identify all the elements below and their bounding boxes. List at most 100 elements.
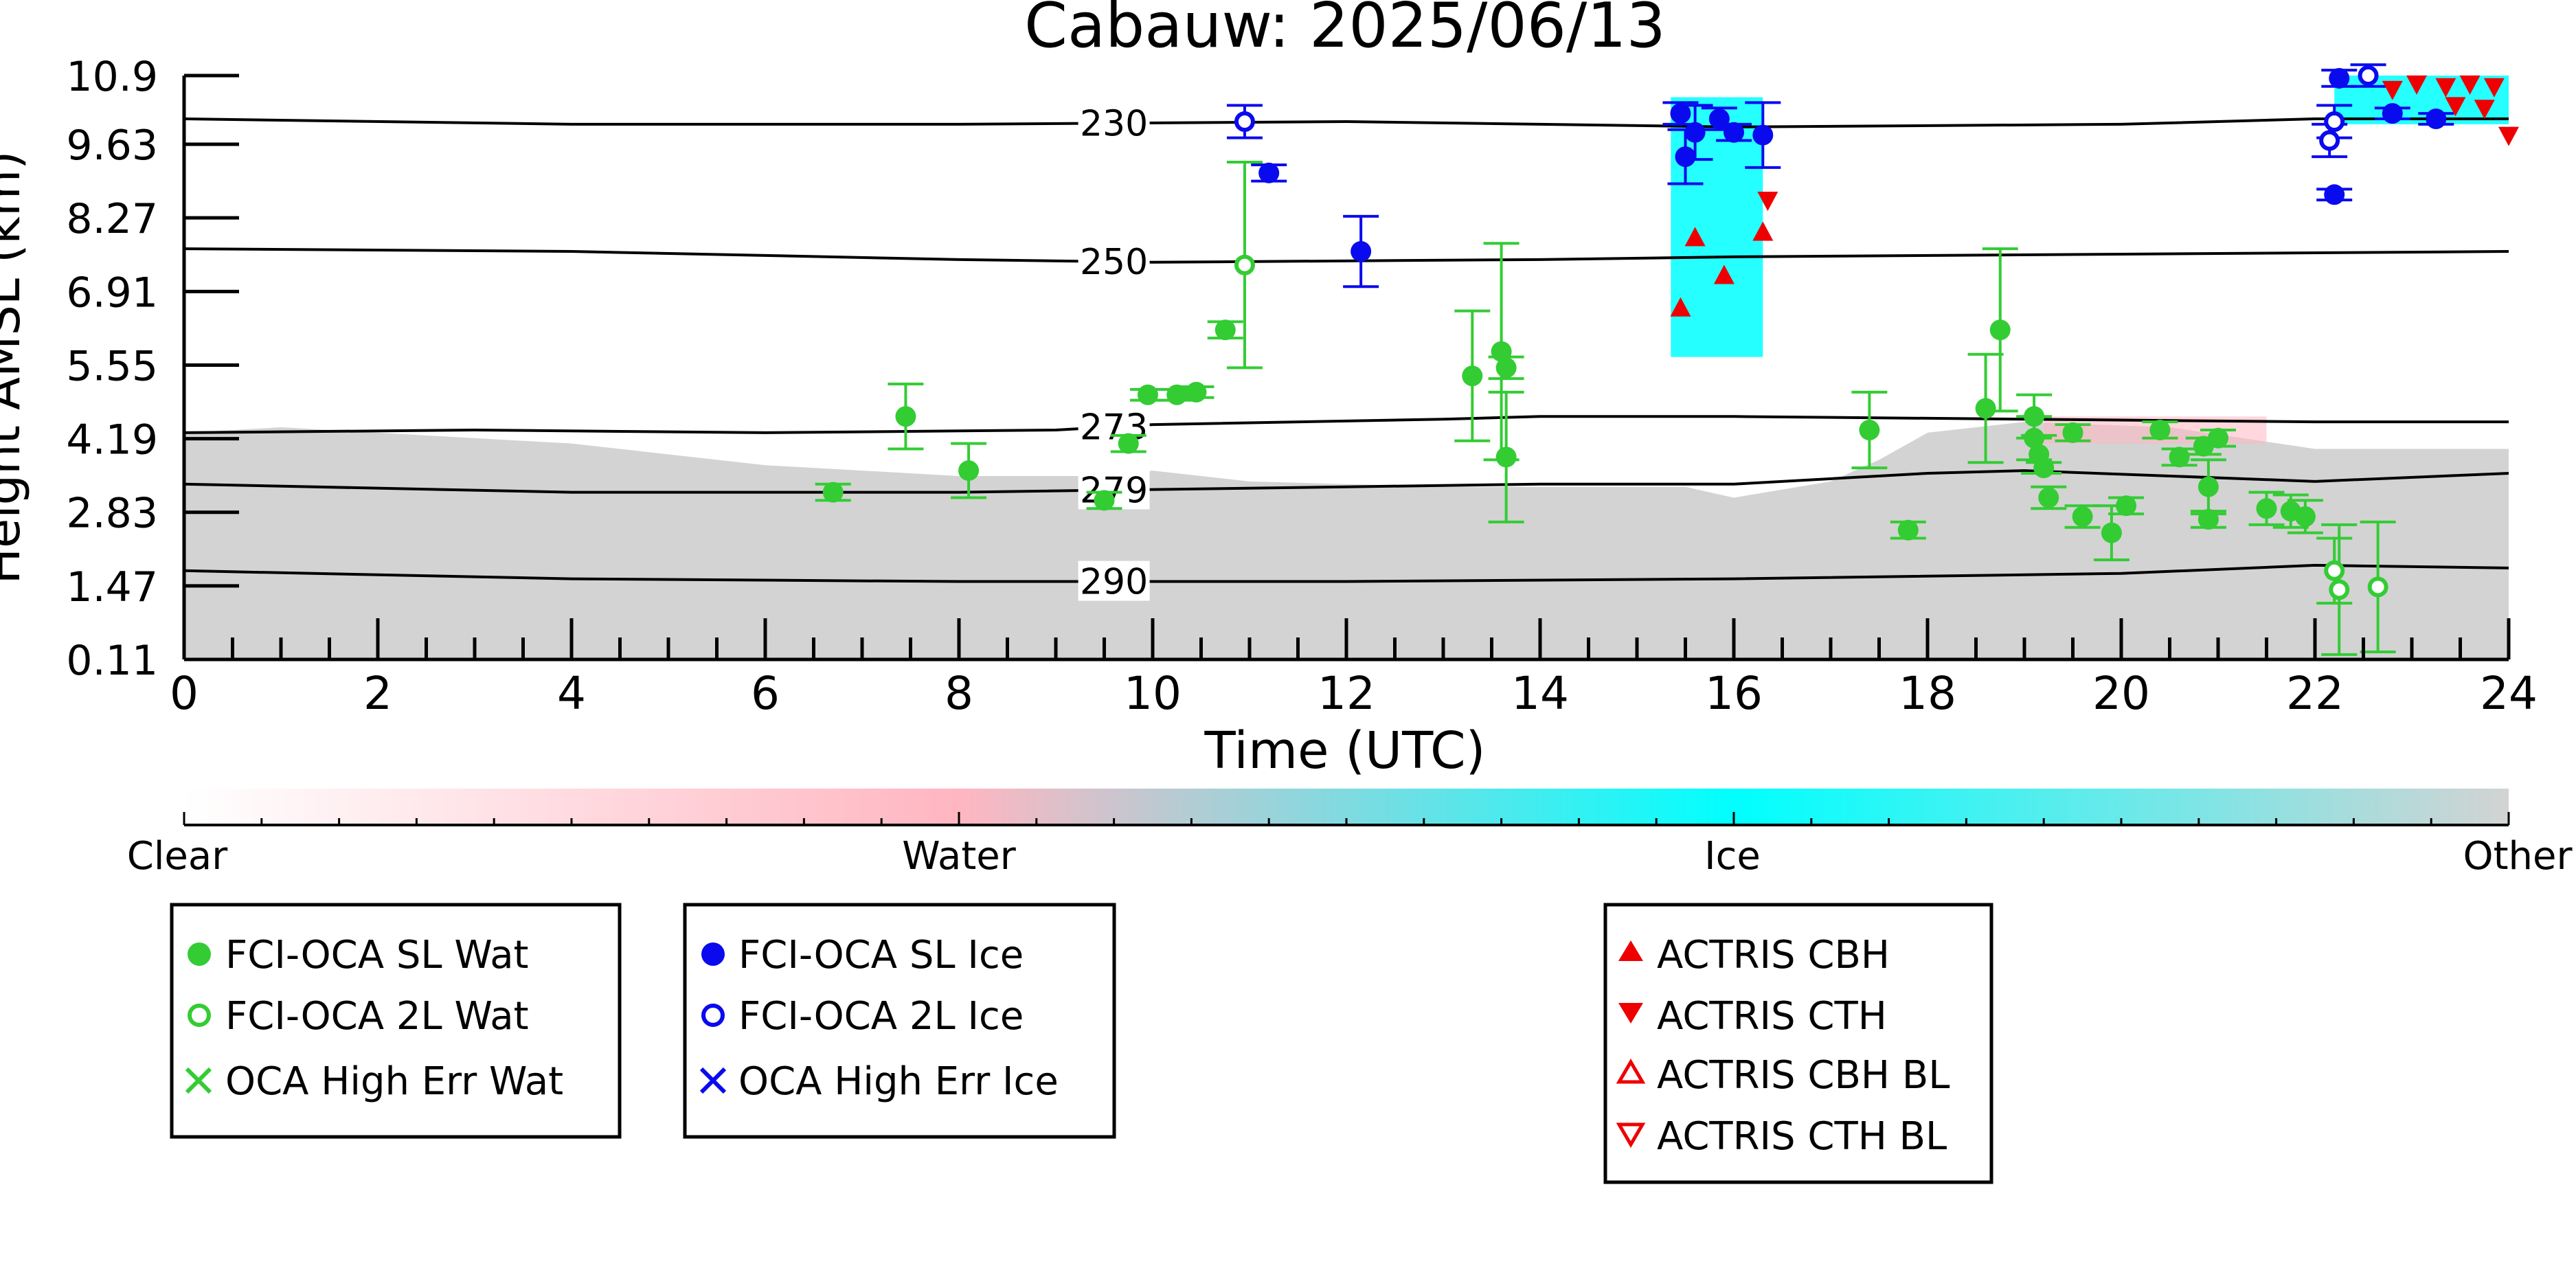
y-tick-label-8: 10.9 (66, 53, 158, 101)
legend-box-water (170, 903, 622, 1139)
point-fci-oca-sl-wat-8 (1214, 319, 1236, 341)
colorbar-label-other: Other (2463, 834, 2573, 879)
point-fci-oca-sl-wat-7 (1186, 381, 1207, 403)
point-actris-cth-8 (2498, 126, 2519, 146)
point-fci-oca-sl-wat-25 (2116, 495, 2137, 517)
colorbar: Clear Water Ice Other (127, 789, 2573, 879)
contour-230 (184, 117, 2509, 128)
y-tick-label-4: 5.55 (66, 342, 158, 390)
y-tick-label-1: 1.47 (66, 563, 158, 611)
point-fci-oca-sl-wat-31 (2208, 427, 2228, 449)
legend-marker-cth (1618, 1003, 1643, 1024)
point-fci-oca-sl-wat-32 (2256, 498, 2277, 519)
legend-marker-2l-wat (188, 1004, 211, 1027)
point-fci-oca-sl-wat-0 (822, 482, 844, 503)
contour-290 (184, 563, 2509, 583)
point-fci-oca-sl-wat-27 (2169, 447, 2190, 468)
x-axis-label: Time (UTC) (1204, 721, 1485, 780)
contour-279 (184, 469, 2509, 494)
point-fci-oca-2l-wat-3 (2367, 576, 2388, 598)
point-actris-cth-3 (2435, 78, 2456, 98)
point-fci-oca-sl-wat-2 (958, 460, 980, 482)
point-fci-oca-sl-wat-3 (1094, 490, 1115, 511)
background-region-other (184, 422, 2509, 659)
point-actris-cbh-3 (1752, 221, 1774, 241)
legend-marker-cbh (1618, 940, 1643, 961)
legend-water: FCI-OCA SL Wat FCI-OCA 2L Wat OCA High E… (170, 903, 622, 1139)
point-fci-oca-sl-wat-1 (895, 406, 916, 427)
y-tick-label-3: 4.19 (66, 416, 158, 464)
point-fci-oca-sl-wat-29 (2197, 476, 2219, 497)
legend-box-actris (1603, 903, 1993, 1184)
point-fci-oca-2l-ice-1 (2319, 130, 2340, 151)
point-fci-oca-sl-wat-13 (1859, 419, 1880, 440)
point-fci-oca-sl-wat-34 (2294, 506, 2316, 528)
point-fci-oca-sl-ice-11 (2426, 109, 2447, 130)
colorbar-ticks (183, 812, 2510, 825)
legend-label-cbh-bl: ACTRIS CBH BL (1657, 1053, 1950, 1098)
legend-label-cth-bl: ACTRIS CTH BL (1657, 1114, 1947, 1159)
contour-label-bg-250 (1078, 240, 1150, 281)
y-tick-label-6: 8.27 (66, 195, 158, 243)
y-tick-label-2: 2.83 (66, 490, 158, 538)
point-fci-oca-sl-ice-10 (2382, 103, 2403, 124)
point-fci-oca-sl-wat-17 (2024, 406, 2045, 427)
y-tick-label-5: 6.91 (66, 269, 158, 317)
point-fci-oca-sl-ice-8 (2324, 184, 2345, 205)
contour-label-290: 290 (1080, 562, 1148, 603)
point-fci-oca-2l-wat-0 (1234, 254, 1255, 275)
point-fci-oca-2l-ice-3 (2358, 65, 2379, 86)
y-tick-label-0: 0.11 (66, 637, 158, 685)
point-fci-oca-sl-wat-22 (2062, 422, 2083, 443)
legend-label-sl-wat: FCI-OCA SL Wat (225, 933, 529, 978)
contour-label-230: 230 (1080, 103, 1148, 144)
contour-label-279: 279 (1080, 470, 1148, 511)
point-fci-oca-sl-wat-24 (2101, 522, 2122, 543)
legend-actris: ACTRIS CBH ACTRIS CTH ACTRIS CBH BL ACTR… (1603, 903, 1993, 1184)
point-fci-oca-sl-ice-5 (1708, 109, 1730, 130)
legend: FCI-OCA SL Wat FCI-OCA 2L Wat OCA High E… (170, 903, 1993, 1184)
point-fci-oca-sl-wat-26 (2149, 419, 2171, 440)
point-actris-cth-7 (2474, 100, 2495, 120)
legend-label-higherr-wat: OCA High Err Wat (225, 1059, 563, 1104)
point-actris-cth-1 (2382, 80, 2403, 100)
legend-label-2l-wat: FCI-OCA 2L Wat (225, 994, 529, 1039)
point-fci-oca-sl-wat-16 (1989, 319, 2011, 341)
legend-ice: FCI-OCA SL Ice FCI-OCA 2L Ice OCA High E… (683, 903, 1116, 1139)
point-actris-cbh-2 (1713, 264, 1735, 284)
chart-title: Cabauw: 2025/06/13 (1024, 0, 1666, 62)
legend-label-cbh: ACTRIS CBH (1657, 933, 1890, 978)
contour-label-bg-290 (1078, 561, 1150, 601)
x-tick-label-14: 14 (1511, 667, 1569, 720)
point-fci-oca-sl-wat-9 (1462, 365, 1483, 387)
x-tick-label-10: 10 (1124, 667, 1182, 720)
x-tick-label-18: 18 (1899, 667, 1956, 720)
point-actris-cth-2 (2406, 75, 2428, 95)
point-fci-oca-sl-wat-14 (1897, 519, 1919, 541)
point-fci-oca-sl-ice-6 (1724, 122, 1744, 143)
point-actris-cth-6 (2445, 97, 2466, 117)
point-actris-cth-4 (2459, 75, 2481, 95)
legend-label-sl-ice: FCI-OCA SL Ice (738, 933, 1024, 978)
point-fci-oca-sl-wat-4 (1118, 433, 1139, 454)
y-tick-label-7: 9.63 (66, 122, 158, 170)
legend-label-2l-ice: FCI-OCA 2L Ice (738, 994, 1024, 1039)
legend-marker-cbh-bl (1616, 1059, 1646, 1084)
point-actris-cth-0 (1757, 192, 1778, 212)
x-tick-label-20: 20 (2092, 667, 2150, 720)
legend-marker-higherr-wat (185, 1067, 212, 1094)
legend-box-ice (683, 903, 1116, 1139)
point-fci-oca-sl-wat-21 (2038, 487, 2059, 508)
legend-marker-sl-wat (188, 942, 211, 966)
point-fci-oca-sl-wat-18 (2024, 427, 2045, 449)
legend-label-higherr-ice: OCA High Err Ice (738, 1059, 1059, 1104)
x-tick-label-0: 0 (170, 667, 199, 720)
contour-label-250: 250 (1080, 242, 1148, 283)
x-tick-label-16: 16 (1705, 667, 1763, 720)
data-markers (822, 65, 2519, 600)
point-fci-oca-sl-ice-2 (1670, 103, 1691, 124)
point-fci-oca-2l-wat-2 (2329, 579, 2350, 600)
x-tick-label-8: 8 (945, 667, 973, 720)
